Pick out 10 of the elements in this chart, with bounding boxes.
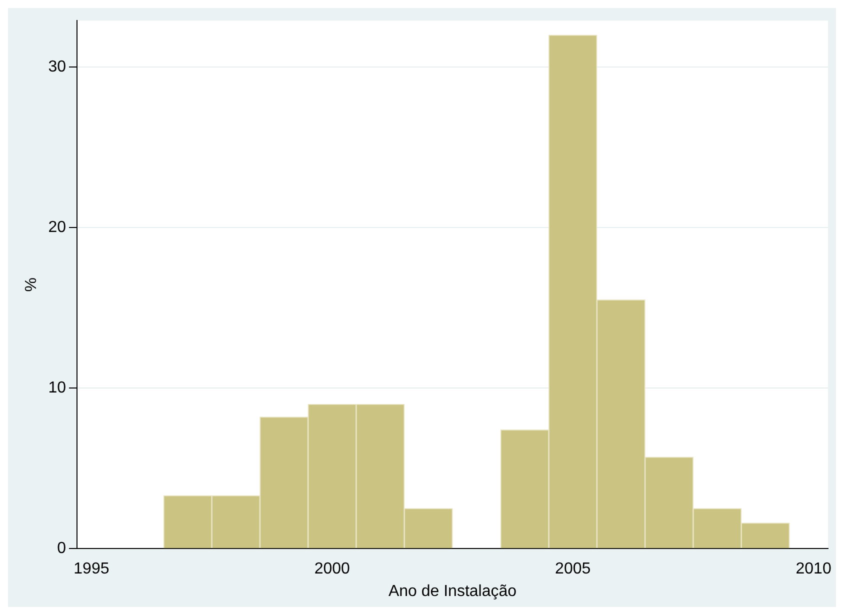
x-axis-title: Ano de Instalação [388, 582, 517, 600]
y-tick-label: 10 [48, 380, 66, 397]
y-tick-label: 30 [48, 58, 66, 76]
y-tick-label: 20 [48, 219, 66, 236]
y-axis-title: % [23, 277, 40, 292]
x-tick-label: 2010 [796, 560, 832, 578]
x-tick-label: 2005 [555, 560, 591, 578]
y-tick-label: 0 [57, 540, 66, 558]
x-tick-label: 2000 [314, 560, 350, 578]
x-tick-label: 1995 [74, 560, 110, 578]
